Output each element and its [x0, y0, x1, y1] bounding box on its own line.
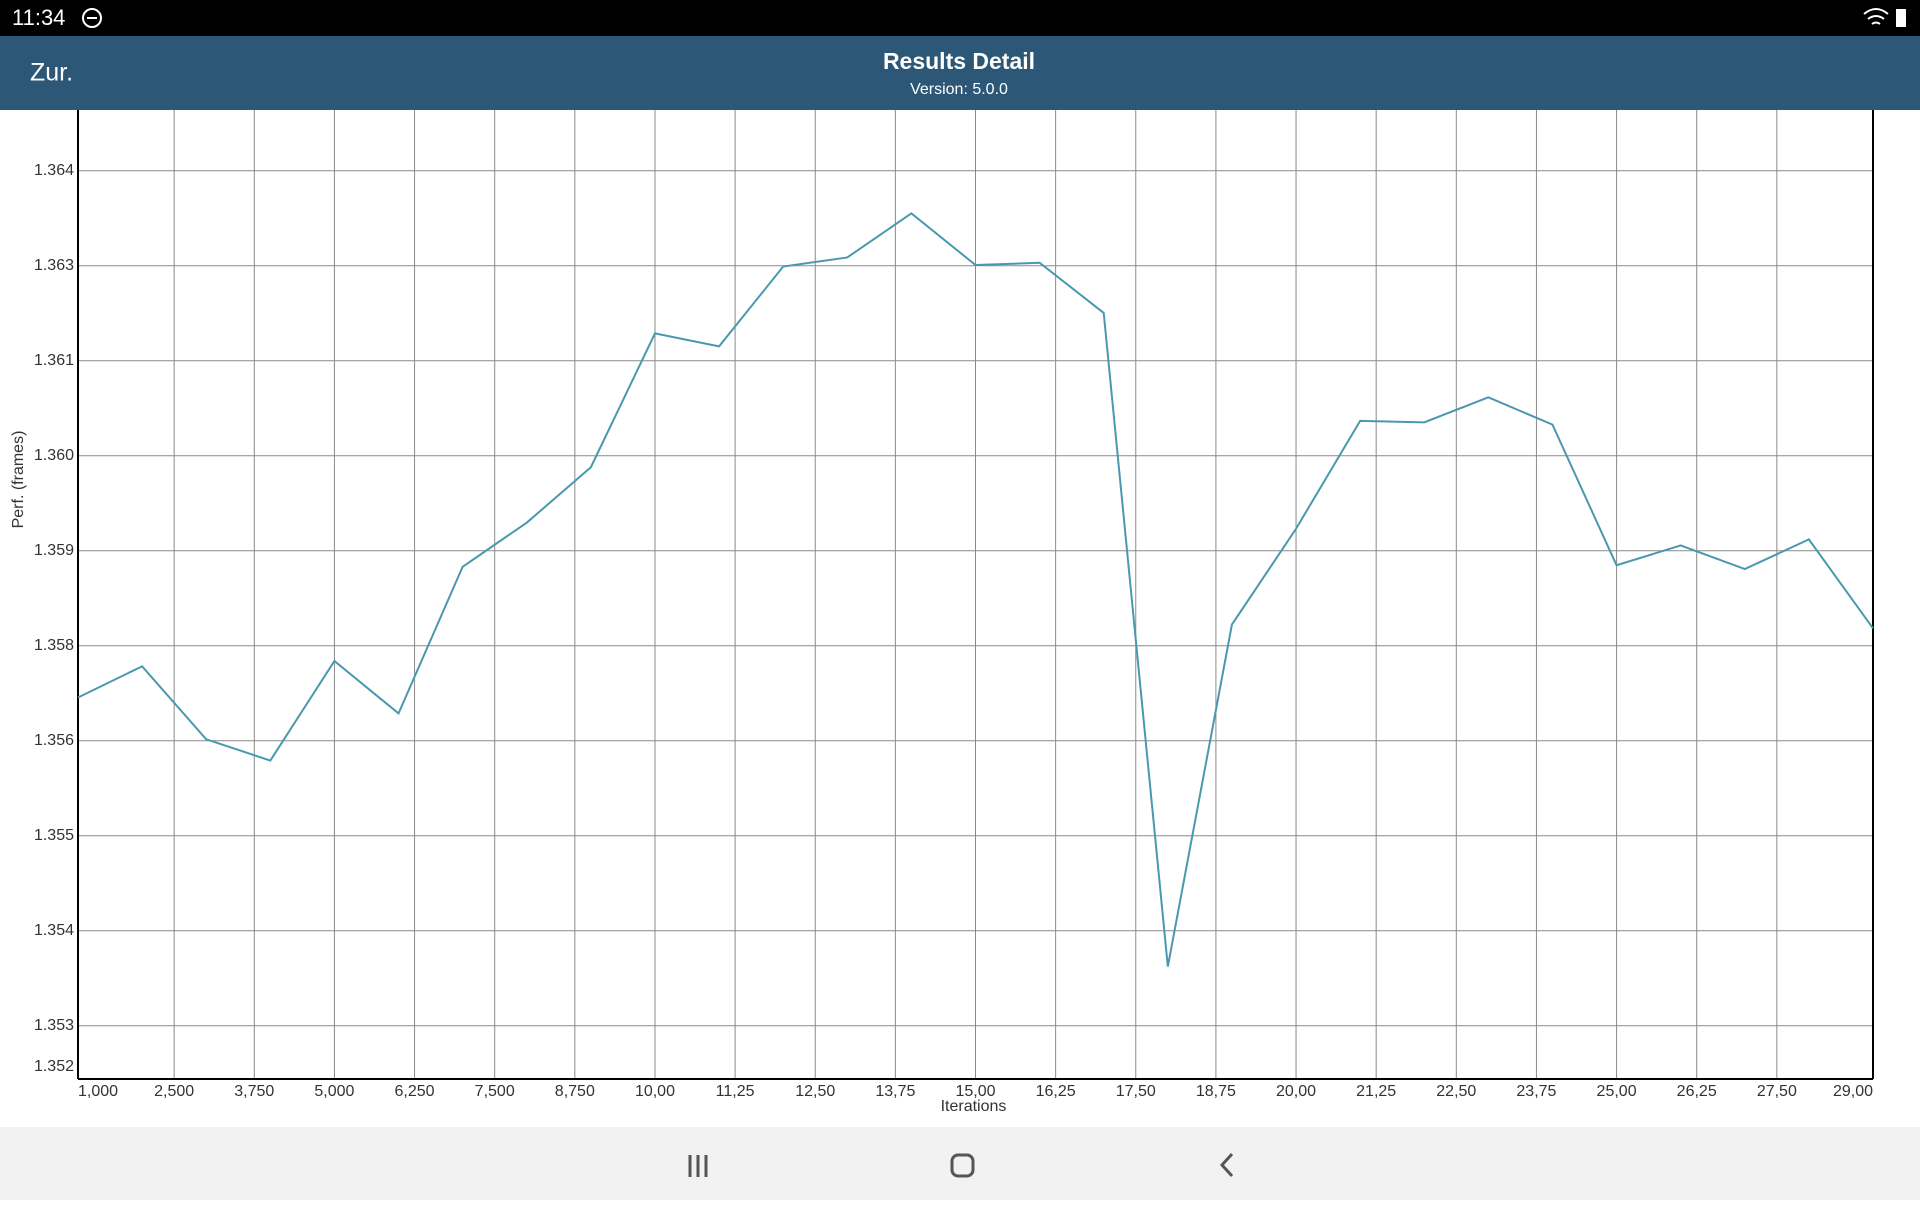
x-tick-label: 13,75: [875, 1083, 915, 1100]
x-tick-label: 11,25: [716, 1083, 755, 1100]
y-tick-label: 1.361: [34, 352, 74, 369]
nav-recent[interactable]: [688, 1155, 708, 1177]
header-subtitle: Version: 5.0.0: [910, 81, 1008, 98]
battery-icon: [1896, 9, 1906, 27]
wifi-icon: [1863, 8, 1889, 25]
x-tick-label: 7,500: [475, 1083, 515, 1100]
y-tick-label: 1.353: [34, 1017, 74, 1034]
chart: 1.352 1.353 1.354 1.355 1.356 1.358 1.359 1.360…: [10, 110, 1874, 1115]
x-tick-label: 23,75: [1516, 1083, 1556, 1100]
x-tick-label: 12,50: [795, 1083, 835, 1100]
x-tick-label: 15,00: [955, 1083, 995, 1100]
nav-bar: [0, 1127, 1920, 1200]
x-tick-label: 21,25: [1356, 1083, 1396, 1100]
x-axis-label: Iterations: [941, 1098, 1007, 1115]
y-tick-label: 1.359: [34, 542, 74, 559]
nav-home[interactable]: [950, 1153, 975, 1178]
y-tick-label: 1.354: [34, 922, 74, 939]
back-button[interactable]: Zur.: [30, 59, 73, 87]
status-time: 11:34: [12, 5, 65, 30]
x-tick-label: 3,750: [234, 1083, 274, 1100]
y-tick-label: 1.363: [34, 257, 74, 274]
x-tick-label: 20,00: [1276, 1083, 1316, 1100]
dnd-icon: [82, 8, 102, 28]
x-tick-label: 22,50: [1436, 1083, 1476, 1100]
x-tick-label: 16,25: [1036, 1083, 1076, 1100]
x-tick-label: 2,500: [154, 1083, 194, 1100]
y-tick-label: 1.355: [34, 827, 74, 844]
x-tick-label: 27,50: [1757, 1083, 1797, 1100]
line-series: [77, 212, 1874, 967]
x-tick-label: 17,50: [1116, 1083, 1156, 1100]
y-tick-label: 1.360: [34, 447, 74, 464]
y-tick-label: 1.356: [34, 732, 74, 749]
nav-back[interactable]: [1219, 1152, 1234, 1178]
x-tick-label: 6,250: [395, 1083, 435, 1100]
y-tick-label: 1.364: [34, 162, 74, 179]
x-tick-label: 1,000: [78, 1083, 118, 1100]
header-bar: [0, 36, 1920, 110]
status-bar: [0, 0, 1920, 36]
y-tick-label: 1.358: [34, 637, 74, 654]
x-tick-label: 10,00: [635, 1083, 675, 1100]
x-tick-label: 26,25: [1677, 1083, 1717, 1100]
x-tick-label: 8,750: [555, 1083, 595, 1100]
y-axis-label: Perf. (frames): [10, 431, 27, 529]
header-title: Results Detail: [883, 48, 1035, 74]
x-tick-label: 25,00: [1597, 1083, 1637, 1100]
x-tick-label: 29,00: [1833, 1083, 1873, 1100]
x-tick-label: 5,000: [314, 1083, 354, 1100]
y-tick-label: 1.352: [34, 1058, 74, 1075]
x-tick-label: 18,75: [1196, 1083, 1236, 1100]
